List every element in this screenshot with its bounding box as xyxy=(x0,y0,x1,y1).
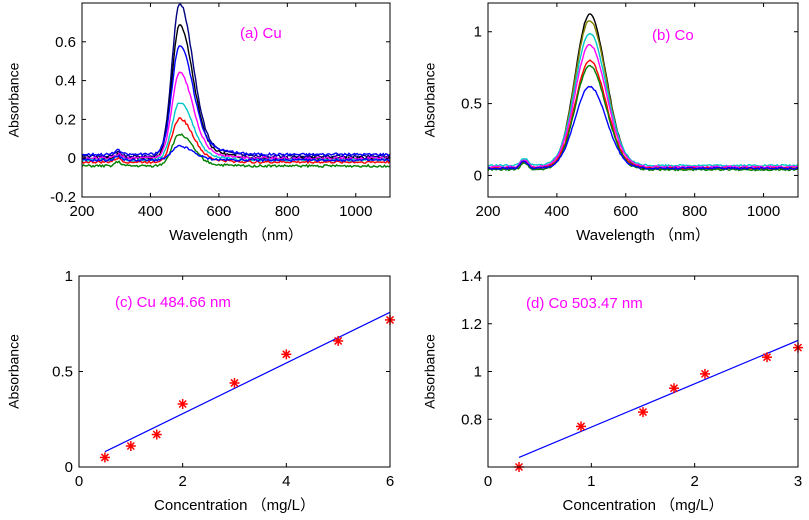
series-olive-line xyxy=(488,20,798,171)
x-tick-label: 1000 xyxy=(339,203,372,220)
series-magenta-line xyxy=(82,71,390,161)
y-tick-label: 1 xyxy=(65,268,73,285)
y-tick-label: 1.4 xyxy=(461,268,482,285)
chart-annotation: (d) Co 503.47 nm xyxy=(526,295,643,312)
y-tick-label: 0 xyxy=(474,167,482,184)
axes-frame xyxy=(487,2,799,198)
chart-0: 200 400 600 800 1000 -0.2 0 0.2 0.4 0.6 (a) Cu Wave… xyxy=(6,2,391,244)
chart-1: 200 400 600 800 1000 0 0.5 1 (b) Co Wavelength （n… xyxy=(422,2,799,244)
fit-line xyxy=(104,311,390,453)
x-tick-label: 1000 xyxy=(747,203,780,220)
x-tick-label: 0 xyxy=(484,473,492,490)
y-axis-label: Absorbance xyxy=(422,334,438,409)
data-point xyxy=(125,440,136,451)
data-point xyxy=(638,407,648,418)
y-tick-label: 0 xyxy=(68,150,76,167)
x-tick-label: 2 xyxy=(690,473,698,490)
x-tick-label: 2 xyxy=(178,473,186,490)
x-tick-label: 600 xyxy=(613,203,638,220)
series-green-line xyxy=(82,133,390,169)
data-point xyxy=(99,452,110,463)
x-axis-label: Wavelength （nm） xyxy=(576,227,710,244)
y-tick-label: 0.2 xyxy=(55,111,76,128)
y-axis-label: Absorbance xyxy=(6,334,22,409)
plot-area xyxy=(518,339,798,459)
x-tick-label: 6 xyxy=(386,473,394,490)
series-black-line xyxy=(488,13,798,170)
x-axis-label: Wavelength （nm） xyxy=(169,227,303,244)
x-tick-label: 800 xyxy=(275,203,300,220)
y-tick-label: 0 xyxy=(65,459,73,476)
y-tick-label: 0.4 xyxy=(55,73,76,90)
x-tick-label: 1 xyxy=(587,473,595,490)
plot-area xyxy=(488,13,798,172)
y-tick-label: 0.6 xyxy=(55,34,76,51)
data-point xyxy=(281,349,292,360)
x-tick-label: 600 xyxy=(206,203,231,220)
plot-area xyxy=(104,311,390,453)
chart-2: 0 2 4 6 0 0.5 1 (c) Cu 484.66 nm Concentration （… xyxy=(6,268,395,514)
data-point xyxy=(333,335,344,346)
y-tick-label: 1 xyxy=(474,364,482,381)
x-axis-label: Concentration （mg/L） xyxy=(154,497,315,514)
data-point xyxy=(151,429,162,440)
y-axis-label: Absorbance xyxy=(6,62,22,137)
x-tick-label: 200 xyxy=(475,203,500,220)
chart-annotation: (c) Cu 484.66 nm xyxy=(115,294,231,311)
data-point xyxy=(177,398,188,409)
y-tick-label: 0.5 xyxy=(52,364,73,381)
series-blue-line xyxy=(488,85,798,171)
fit-line xyxy=(518,339,798,459)
x-tick-label: 400 xyxy=(138,203,163,220)
series-blue2-line xyxy=(82,144,390,163)
data-point xyxy=(669,383,679,394)
series-red-line xyxy=(488,59,798,171)
series-darkblue-line xyxy=(82,3,390,159)
series-black-line xyxy=(82,24,390,161)
series-magenta-line xyxy=(488,44,798,169)
chart-annotation: (a) Cu xyxy=(240,25,282,42)
data-point xyxy=(229,377,240,388)
x-tick-label: 200 xyxy=(69,203,94,220)
y-tick-label: 0.8 xyxy=(461,411,482,428)
series-blue-line xyxy=(82,45,390,157)
x-tick-label: 800 xyxy=(682,203,707,220)
series-green-line xyxy=(488,64,798,172)
data-point xyxy=(762,352,772,363)
x-tick-label: 3 xyxy=(794,473,802,490)
x-tick-label: 4 xyxy=(282,473,290,490)
x-tick-label: 0 xyxy=(75,473,83,490)
chart-annotation: (b) Co xyxy=(652,27,694,44)
chart-3: 0 1 2 3 0.8 1 1.2 1.4 (d) Co 503.47 nm Concentrat… xyxy=(422,268,803,514)
axes-frame xyxy=(81,2,391,198)
y-tick-label: -0.2 xyxy=(50,189,76,206)
plot-area xyxy=(82,3,390,169)
data-point xyxy=(700,368,710,379)
series-cyan-line xyxy=(488,32,798,168)
y-tick-label: 0.5 xyxy=(461,96,482,113)
y-axis-label: Absorbance xyxy=(422,62,438,137)
x-axis-label: Concentration （mg/L） xyxy=(563,497,724,514)
y-tick-label: 1 xyxy=(474,24,482,41)
y-tick-label: 1.2 xyxy=(461,316,482,333)
data-point xyxy=(576,421,586,432)
x-tick-label: 400 xyxy=(544,203,569,220)
